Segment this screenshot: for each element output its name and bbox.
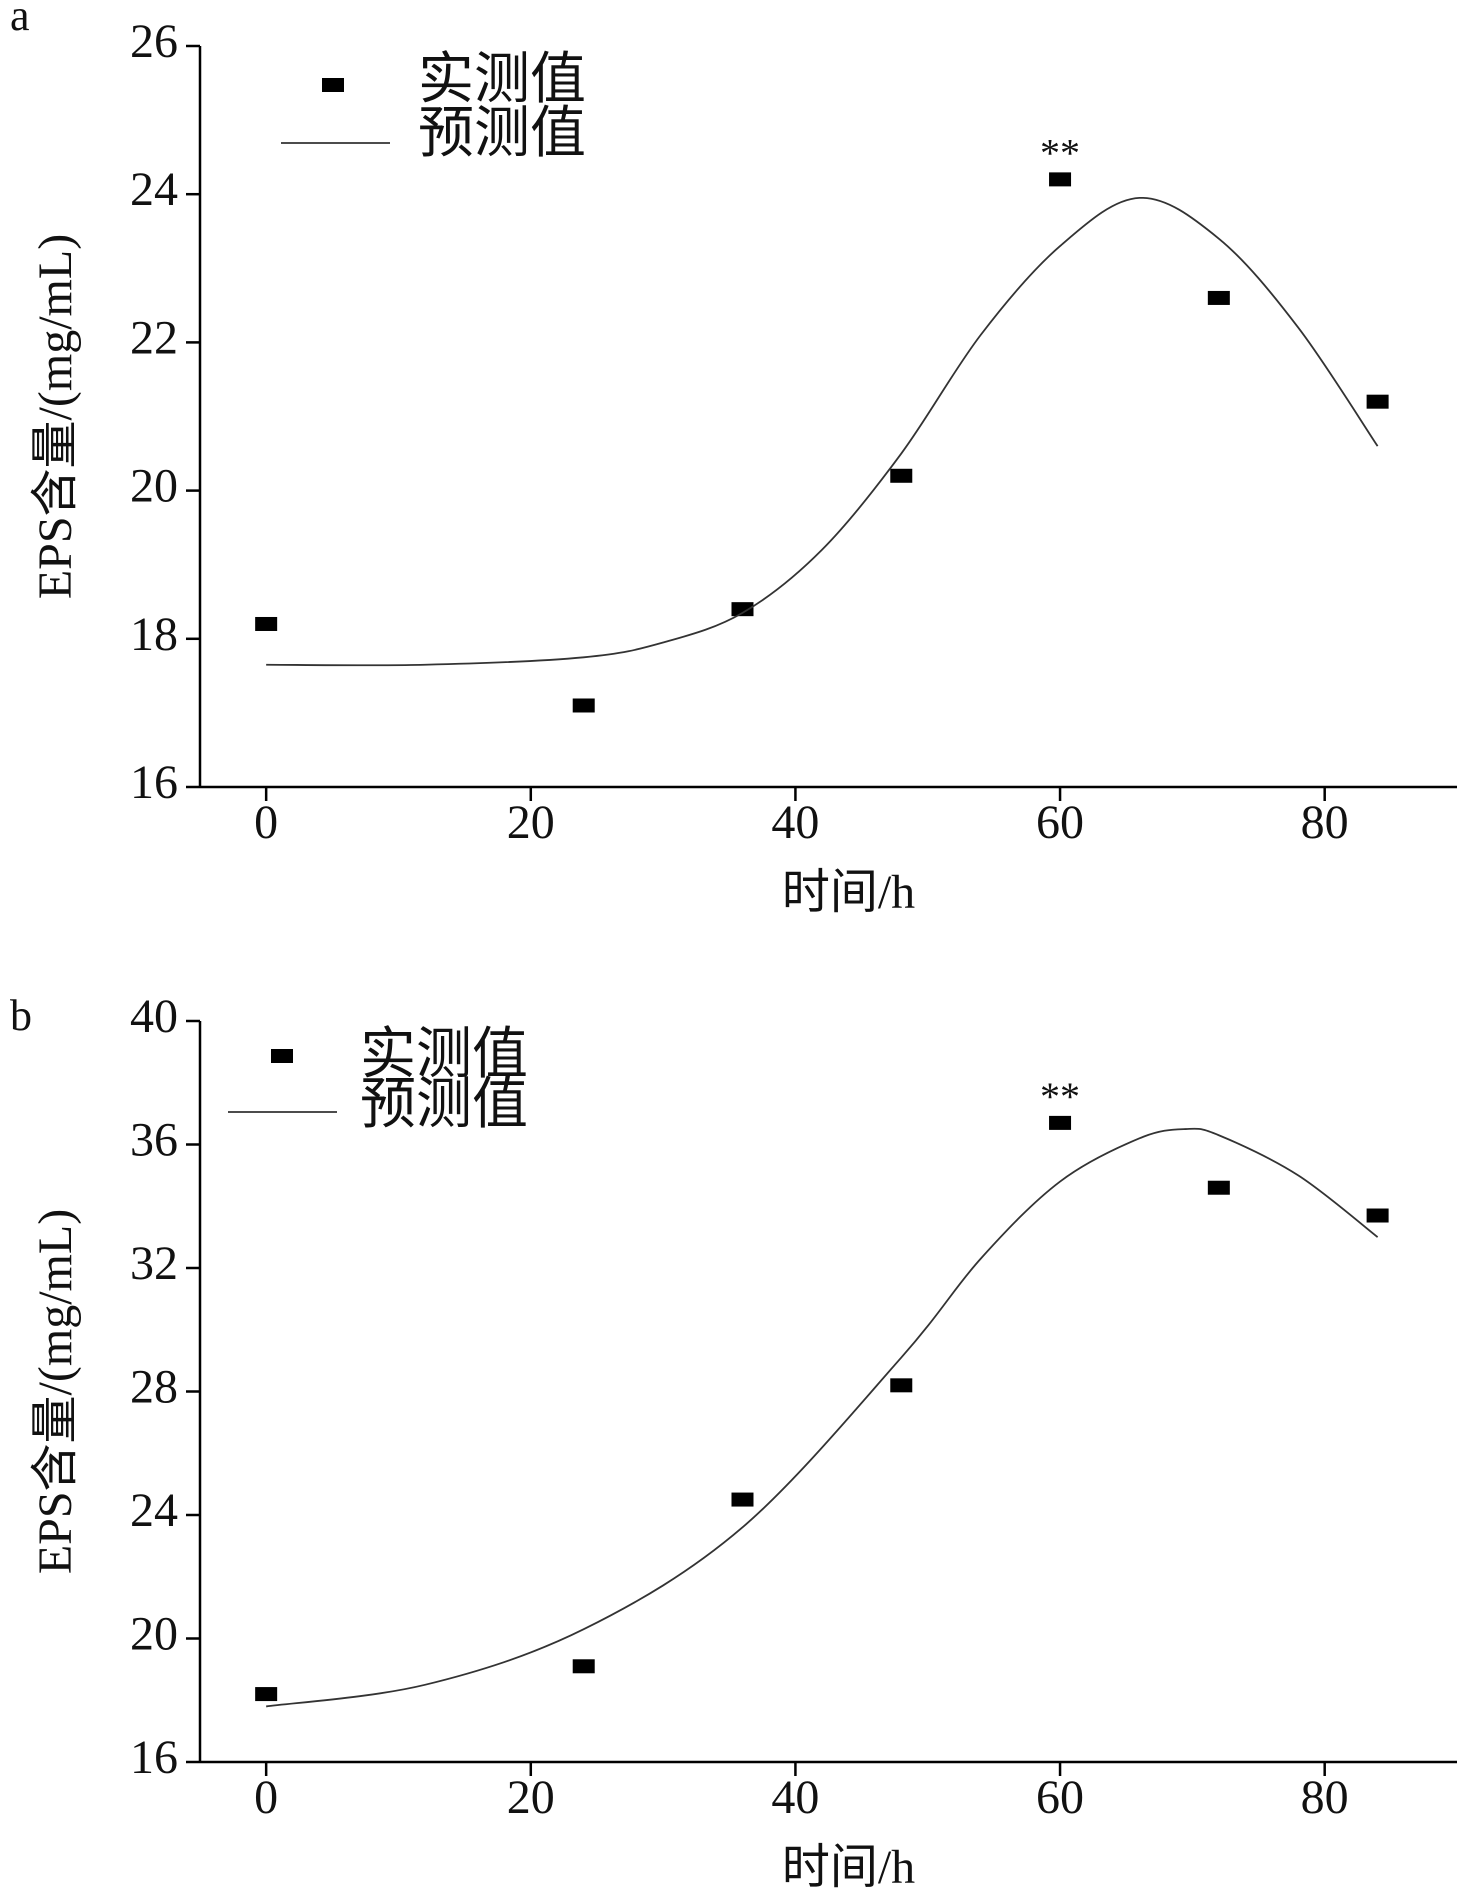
data-point bbox=[890, 1378, 913, 1393]
x-axis-label: 时间/h bbox=[782, 866, 915, 919]
fit-line bbox=[266, 1127, 1379, 1708]
x-axis-label: 时间/h bbox=[782, 1841, 915, 1894]
data-point bbox=[572, 698, 595, 713]
x-tick-label: 20 bbox=[507, 796, 555, 849]
x-tick-label: 60 bbox=[1036, 1771, 1084, 1824]
x-tick-label: 0 bbox=[254, 796, 278, 849]
fit-line bbox=[266, 197, 1379, 667]
data-point bbox=[255, 1687, 278, 1702]
y-axis-label: EPS含量/(mg/mL) bbox=[29, 1209, 82, 1574]
y-tick-label: 16 bbox=[130, 756, 178, 809]
x-tick-label: 40 bbox=[771, 1771, 819, 1824]
data-point bbox=[1049, 1115, 1072, 1130]
x-tick-label: 80 bbox=[1301, 796, 1349, 849]
data-point bbox=[731, 1492, 754, 1507]
y-tick-label: 20 bbox=[130, 460, 178, 513]
data-point bbox=[1207, 290, 1230, 305]
x-tick-label: 60 bbox=[1036, 796, 1084, 849]
y-tick-label: 40 bbox=[130, 990, 178, 1043]
data-point bbox=[572, 1659, 595, 1674]
y-tick-label: 24 bbox=[130, 163, 178, 216]
x-tick-label: 40 bbox=[771, 796, 819, 849]
legend-label: 实测值 bbox=[360, 1024, 528, 1086]
panel-label: a bbox=[10, 0, 30, 40]
legend-label: 预测值 bbox=[418, 103, 586, 165]
y-tick-label: 28 bbox=[130, 1361, 178, 1414]
y-tick-label: 26 bbox=[130, 15, 178, 68]
y-tick-label: 36 bbox=[130, 1114, 178, 1167]
annotation: ** bbox=[1040, 1074, 1080, 1119]
legend-marker bbox=[322, 78, 344, 92]
x-tick-label: 0 bbox=[254, 1771, 278, 1824]
y-axis-label: EPS含量/(mg/mL) bbox=[29, 234, 82, 599]
data-point bbox=[1366, 1208, 1389, 1223]
y-tick-label: 32 bbox=[130, 1237, 178, 1290]
data-point bbox=[255, 616, 278, 631]
y-tick-label: 20 bbox=[130, 1608, 178, 1661]
y-tick-label: 24 bbox=[130, 1484, 178, 1537]
y-tick-label: 22 bbox=[130, 311, 178, 364]
y-tick-label: 16 bbox=[130, 1731, 178, 1784]
legend-label: 实测值 bbox=[418, 49, 586, 111]
legend-label: 预测值 bbox=[360, 1074, 528, 1136]
panel-label: b bbox=[10, 991, 32, 1040]
x-tick-label: 20 bbox=[507, 1771, 555, 1824]
data-point bbox=[731, 602, 754, 617]
x-tick-label: 80 bbox=[1301, 1771, 1349, 1824]
y-tick-label: 18 bbox=[130, 608, 178, 661]
data-point bbox=[1049, 172, 1072, 187]
data-point bbox=[890, 468, 913, 483]
annotation: ** bbox=[1040, 131, 1080, 176]
legend-marker bbox=[271, 1049, 293, 1063]
data-point bbox=[1207, 1180, 1230, 1195]
data-point bbox=[1366, 394, 1389, 409]
